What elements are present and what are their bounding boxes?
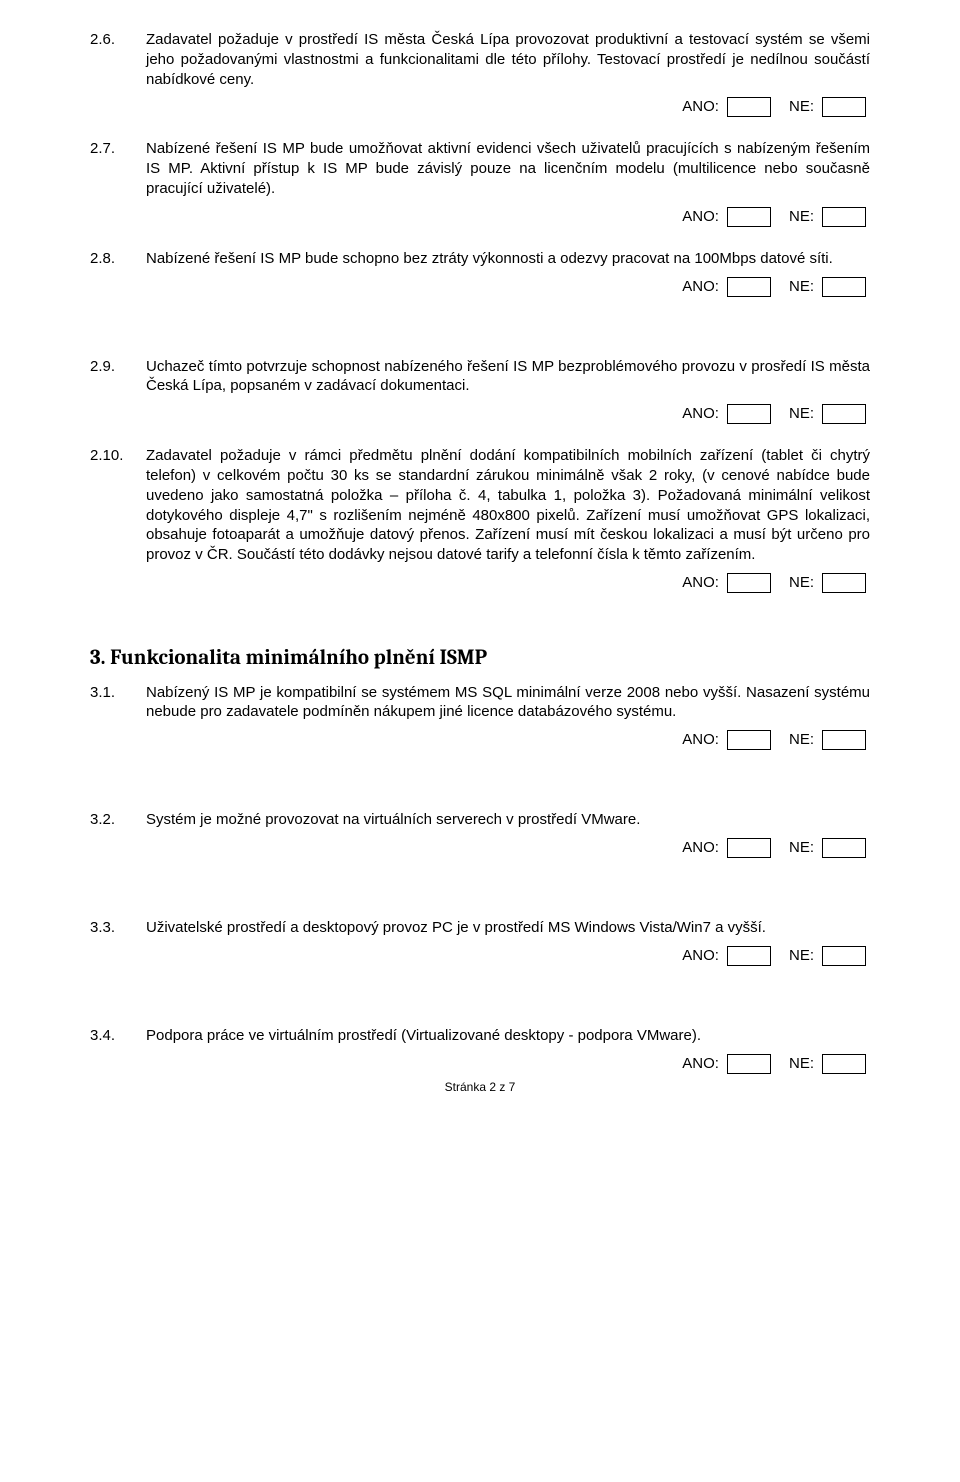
doc-item: 2.10. Zadavatel požaduje v rámci předmět…	[90, 446, 870, 565]
ne-checkbox[interactable]	[822, 97, 866, 117]
ano-checkbox[interactable]	[727, 277, 771, 297]
ne-group: NE:	[789, 207, 866, 227]
ano-ne-row: ANO: NE:	[90, 277, 870, 297]
ne-group: NE:	[789, 277, 866, 297]
ano-checkbox[interactable]	[727, 1054, 771, 1074]
ne-label: NE:	[789, 730, 814, 750]
ne-label: NE:	[789, 97, 814, 117]
ano-label: ANO:	[682, 730, 719, 750]
item-text: Systém je možné provozovat na virtuálníc…	[146, 810, 870, 830]
ano-label: ANO:	[682, 946, 719, 966]
ano-group: ANO:	[682, 277, 771, 297]
item-text: Nabízené řešení IS MP bude schopno bez z…	[146, 249, 870, 269]
doc-item: 3.1. Nabízený IS MP je kompatibilní se s…	[90, 683, 870, 723]
ano-ne-row: ANO: NE:	[90, 1054, 870, 1074]
ne-checkbox[interactable]	[822, 277, 866, 297]
page-footer: Stránka 2 z 7	[90, 1080, 870, 1096]
ne-label: NE:	[789, 1054, 814, 1074]
item-text: Nabízený IS MP je kompatibilní se systém…	[146, 683, 870, 723]
doc-item: 3.2. Systém je možné provozovat na virtu…	[90, 810, 870, 830]
item-number: 2.8.	[90, 249, 146, 269]
ano-ne-row: ANO: NE:	[90, 838, 870, 858]
ne-checkbox[interactable]	[822, 207, 866, 227]
item-number: 2.9.	[90, 357, 146, 397]
doc-item: 2.6. Zadavatel požaduje v prostředí IS m…	[90, 30, 870, 89]
item-number: 2.7.	[90, 139, 146, 198]
ano-ne-row: ANO: NE:	[90, 946, 870, 966]
ano-group: ANO:	[682, 207, 771, 227]
ne-label: NE:	[789, 277, 814, 297]
ne-label: NE:	[789, 946, 814, 966]
ne-checkbox[interactable]	[822, 946, 866, 966]
ne-label: NE:	[789, 404, 814, 424]
ano-checkbox[interactable]	[727, 97, 771, 117]
ne-group: NE:	[789, 838, 866, 858]
item-text: Uchazeč tímto potvrzuje schopnost nabíze…	[146, 357, 870, 397]
item-text: Uživatelské prostředí a desktopový provo…	[146, 918, 870, 938]
ne-group: NE:	[789, 97, 866, 117]
ano-label: ANO:	[682, 277, 719, 297]
ano-group: ANO:	[682, 1054, 771, 1074]
doc-item: 2.8. Nabízené řešení IS MP bude schopno …	[90, 249, 870, 269]
item-text: Zadavatel požaduje v prostředí IS města …	[146, 30, 870, 89]
ano-label: ANO:	[682, 1054, 719, 1074]
item-number: 3.4.	[90, 1026, 146, 1046]
doc-item: 2.9. Uchazeč tímto potvrzuje schopnost n…	[90, 357, 870, 397]
item-number: 3.2.	[90, 810, 146, 830]
ne-checkbox[interactable]	[822, 404, 866, 424]
item-text: Podpora práce ve virtuálním prostředí (V…	[146, 1026, 870, 1046]
ne-group: NE:	[789, 730, 866, 750]
ne-group: NE:	[789, 1054, 866, 1074]
ano-ne-row: ANO: NE:	[90, 97, 870, 117]
ano-group: ANO:	[682, 730, 771, 750]
ano-label: ANO:	[682, 404, 719, 424]
ano-group: ANO:	[682, 946, 771, 966]
ano-checkbox[interactable]	[727, 730, 771, 750]
ano-ne-row: ANO: NE:	[90, 573, 870, 593]
ano-group: ANO:	[682, 573, 771, 593]
ne-label: NE:	[789, 207, 814, 227]
ne-label: NE:	[789, 573, 814, 593]
ne-checkbox[interactable]	[822, 838, 866, 858]
doc-item: 2.7. Nabízené řešení IS MP bude umožňova…	[90, 139, 870, 198]
ne-group: NE:	[789, 404, 866, 424]
doc-item: 3.3. Uživatelské prostředí a desktopový …	[90, 918, 870, 938]
ano-checkbox[interactable]	[727, 946, 771, 966]
ano-group: ANO:	[682, 404, 771, 424]
ano-checkbox[interactable]	[727, 207, 771, 227]
item-number: 3.1.	[90, 683, 146, 723]
ne-group: NE:	[789, 946, 866, 966]
ano-ne-row: ANO: NE:	[90, 207, 870, 227]
item-number: 2.6.	[90, 30, 146, 89]
ano-label: ANO:	[682, 838, 719, 858]
ne-checkbox[interactable]	[822, 730, 866, 750]
ano-ne-row: ANO: NE:	[90, 404, 870, 424]
ano-group: ANO:	[682, 97, 771, 117]
ano-checkbox[interactable]	[727, 573, 771, 593]
ano-checkbox[interactable]	[727, 404, 771, 424]
doc-item: 3.4. Podpora práce ve virtuálním prostře…	[90, 1026, 870, 1046]
ne-checkbox[interactable]	[822, 1054, 866, 1074]
ne-checkbox[interactable]	[822, 573, 866, 593]
section-heading: 3. Funkcionalita minimálního plnění ISMP	[90, 645, 870, 673]
item-text: Zadavatel požaduje v rámci předmětu plně…	[146, 446, 870, 565]
ne-label: NE:	[789, 838, 814, 858]
item-text: Nabízené řešení IS MP bude umožňovat akt…	[146, 139, 870, 198]
ne-group: NE:	[789, 573, 866, 593]
item-number: 2.10.	[90, 446, 146, 565]
ano-ne-row: ANO: NE:	[90, 730, 870, 750]
ano-group: ANO:	[682, 838, 771, 858]
ano-label: ANO:	[682, 97, 719, 117]
ano-label: ANO:	[682, 573, 719, 593]
ano-checkbox[interactable]	[727, 838, 771, 858]
ano-label: ANO:	[682, 207, 719, 227]
item-number: 3.3.	[90, 918, 146, 938]
